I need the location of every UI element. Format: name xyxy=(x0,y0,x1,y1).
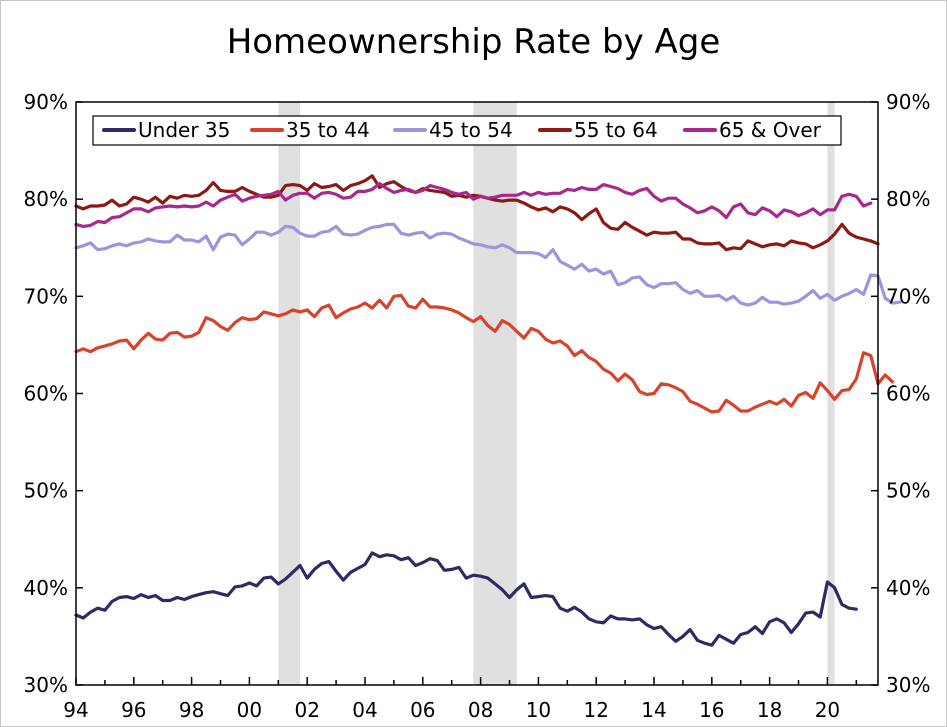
y-tick-label-right: 60% xyxy=(886,382,930,406)
x-tick-label: 98 xyxy=(179,698,204,722)
x-tick-label: 94 xyxy=(63,698,88,722)
legend-label-5: 65 & Over xyxy=(719,118,822,142)
series-lines xyxy=(74,174,902,647)
y-tick-label-left: 90% xyxy=(24,90,68,114)
series-line-2 xyxy=(74,293,895,414)
legend-label-3: 45 to 54 xyxy=(429,118,513,142)
y-tick-label-left: 40% xyxy=(24,576,68,600)
series-line-5 xyxy=(74,182,873,228)
chart-title: Homeownership Rate by Age xyxy=(226,22,721,62)
series-line-1 xyxy=(74,551,858,647)
x-tick-label: 02 xyxy=(294,698,319,722)
x-tick-label: 20 xyxy=(815,698,840,722)
y-tick-label-right: 50% xyxy=(886,479,930,503)
y-tick-label-left: 70% xyxy=(24,284,68,308)
recession-band-1 xyxy=(278,102,300,685)
legend-label-4: 55 to 64 xyxy=(574,118,658,142)
x-tick-label: 96 xyxy=(121,698,146,722)
x-tick-label: 12 xyxy=(583,698,608,722)
legend: Under 35 35 to 44 45 to 54 55 to 64 65 & Ove… xyxy=(92,115,842,146)
y-tick-label-right: 90% xyxy=(886,90,930,114)
y-tick-label-left: 30% xyxy=(24,673,68,697)
axes: 30% 30% 40% 40% 50% 50% 60% 60% 70% 70% 80% 80% 90% 9… xyxy=(24,90,931,722)
y-tick-label-right: 30% xyxy=(886,673,930,697)
y-tick-label-right: 40% xyxy=(886,576,930,600)
x-tick-label: 10 xyxy=(526,698,551,722)
y-tick-label-left: 50% xyxy=(24,479,68,503)
y-tick-label-right: 70% xyxy=(886,284,930,308)
y-tick-label-left: 80% xyxy=(24,187,68,211)
y-tick-label-right: 80% xyxy=(886,187,930,211)
series-line-3 xyxy=(74,222,902,307)
recession-shading xyxy=(278,102,835,685)
x-tick-label: 16 xyxy=(699,698,724,722)
x-tick-label: 06 xyxy=(410,698,435,722)
x-tick-label: 00 xyxy=(237,698,262,722)
legend-label-2: 35 to 44 xyxy=(286,118,370,142)
legend-label-1: Under 35 xyxy=(138,118,230,142)
y-tick-label-left: 60% xyxy=(24,382,68,406)
x-tick-label: 18 xyxy=(757,698,782,722)
x-tick-label: 14 xyxy=(641,698,666,722)
x-tick-label: 04 xyxy=(352,698,377,722)
x-tick-label: 08 xyxy=(468,698,493,722)
series-line-4 xyxy=(74,174,880,252)
